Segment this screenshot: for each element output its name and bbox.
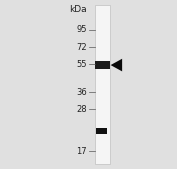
Text: 17: 17 bbox=[76, 147, 87, 156]
Bar bbox=[95, 61, 110, 69]
Bar bbox=[96, 128, 107, 134]
Bar bbox=[95, 5, 110, 164]
Text: 95: 95 bbox=[76, 25, 87, 34]
Text: 55: 55 bbox=[76, 60, 87, 69]
Polygon shape bbox=[111, 59, 122, 71]
Text: 28: 28 bbox=[76, 104, 87, 114]
Text: 72: 72 bbox=[76, 43, 87, 52]
Text: 36: 36 bbox=[76, 88, 87, 97]
Text: kDa: kDa bbox=[69, 5, 87, 14]
